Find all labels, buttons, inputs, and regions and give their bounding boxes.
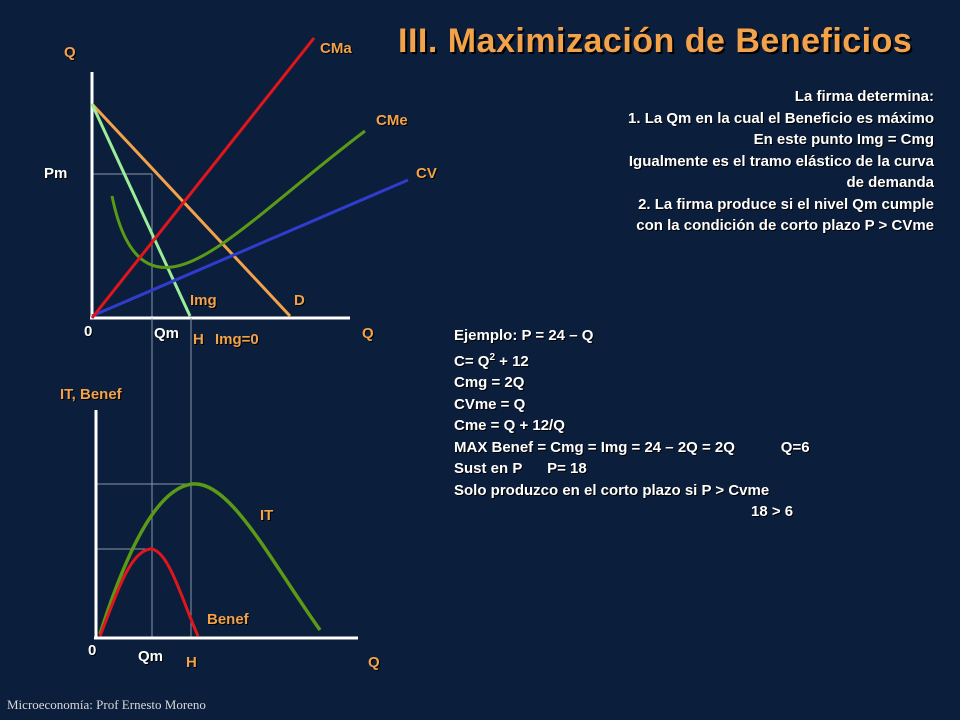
top-origin-label: 0 — [84, 323, 93, 340]
top-y-axis-label: Q — [64, 44, 76, 61]
benef-label: Benef — [207, 611, 249, 628]
page-title: III. Maximización de Beneficios — [398, 22, 913, 60]
example-line: CVme = Q — [454, 395, 526, 413]
explanation-line: En este punto Img = Cmg — [753, 131, 934, 148]
top-h-label: H — [193, 331, 204, 348]
bottom-origin-label: 0 — [88, 642, 97, 659]
cma-curve — [90, 37, 316, 319]
img-curve — [90, 103, 192, 317]
explanation-block: La firma determina: 1. La Qm en la cual … — [494, 86, 934, 237]
cv-curve — [91, 178, 409, 318]
footer-credit: Microeconomía: Prof Ernesto Moreno — [7, 697, 206, 712]
top-graph — [90, 37, 409, 320]
explanation-line: con la condición de corto plazo P > CVme — [636, 217, 934, 234]
example-line: C= Q2 + 12 — [454, 347, 810, 373]
pm-label: Pm — [44, 165, 68, 182]
bottom-x-axis-label: Q — [368, 654, 380, 671]
cost-formula-exponent: 2 — [489, 351, 495, 363]
img-label: Img — [190, 292, 217, 309]
cma-label: CMa — [320, 40, 352, 57]
example-line: Sust en P P= 18 — [454, 460, 587, 477]
example-line: Cme = Q + 12/Q — [454, 417, 565, 434]
example-line: Solo produzco en el corto plazo si P > C… — [454, 481, 770, 499]
demand-curve — [90, 102, 292, 318]
it-label: IT — [260, 507, 274, 524]
explanation-line: 1. La Qm en la cual el Beneficio es máxi… — [628, 109, 934, 127]
example-line: Ejemplo: P = 24 – Q — [454, 327, 594, 344]
img-zero-label: Img=0 — [215, 331, 259, 348]
benef-curve — [98, 547, 200, 637]
explanation-line: de demanda — [846, 174, 934, 191]
example-line: 18 > 6 — [751, 503, 794, 520]
bottom-qm-label: Qm — [138, 648, 164, 665]
cost-formula-prefix: C= Q — [454, 352, 490, 370]
cost-formula-suffix: + 12 — [495, 352, 529, 370]
explanation-line: 2. La firma produce si el nivel Qm cumpl… — [638, 195, 934, 213]
it-curve — [98, 482, 322, 635]
example-block: Ejemplo: P = 24 – Q C= Q2 + 12 Cmg = 2Q … — [454, 325, 810, 523]
bottom-h-label: H — [186, 654, 197, 671]
bottom-y-axis-label: IT, Benef — [60, 386, 122, 403]
cme-curve — [110, 129, 366, 269]
example-line: Cmg = 2Q — [454, 374, 525, 391]
demand-label: D — [294, 292, 305, 309]
explanation-line: Igualmente es el tramo elástico de la cu… — [628, 152, 934, 170]
bottom-graph — [94, 318, 358, 640]
top-x-axis-label: Q — [362, 325, 374, 342]
top-qm-label: Qm — [154, 325, 180, 342]
cv-label: CV — [416, 165, 437, 182]
example-line: MAX Benef = Cmg = Img = 24 – 2Q = 2Q Q=6 — [454, 438, 810, 456]
cme-label: CMe — [376, 112, 408, 129]
explanation-line: La firma determina: — [794, 88, 934, 105]
